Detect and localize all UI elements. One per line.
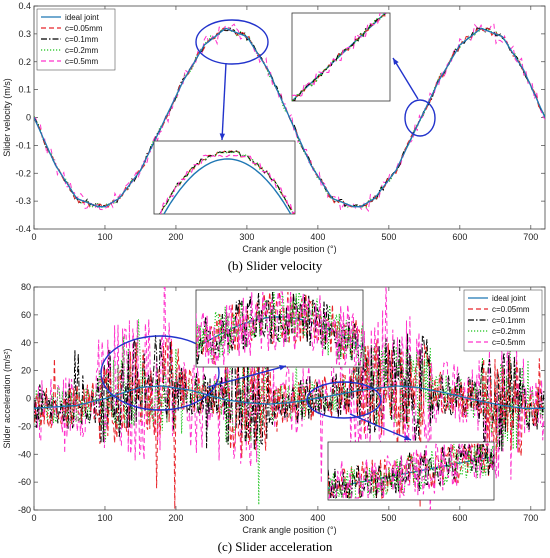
- y-axis-label: Slider acceleration (m/s²): [2, 348, 12, 448]
- inset-velocity-slope: [291, 12, 391, 102]
- y-tick-label: 40: [21, 338, 31, 348]
- caption-c: (c) Slider acceleration: [218, 539, 333, 554]
- series-line-c-0-1mm: [34, 333, 545, 452]
- legend-entry: c=0.05mm: [65, 24, 103, 33]
- series-line-ideal-joint: [34, 27, 545, 208]
- legend-entry: c=0.2mm: [65, 46, 98, 55]
- legend-entry: c=0.05mm: [492, 305, 530, 314]
- caption-b: (b) Slider velocity: [228, 258, 323, 273]
- y-axis-label: Slider velocity (m/s): [2, 78, 12, 157]
- zoom-arrow-accel-2: [349, 413, 412, 441]
- inset-series: [159, 150, 295, 214]
- legend-entry: c=0.1mm: [492, 316, 525, 325]
- y-tick-label: 0.4: [18, 1, 31, 11]
- inset-series: [292, 13, 387, 97]
- inset-frame: [153, 140, 296, 215]
- y-tick-label: -20: [18, 421, 31, 431]
- y-tick-label: 0.1: [18, 85, 31, 95]
- y-tick-label: -0.2: [15, 168, 31, 178]
- inset-series: [163, 158, 292, 214]
- x-tick-label: 700: [523, 513, 538, 523]
- y-tick-label: -40: [18, 449, 31, 459]
- series-line-c-0-5mm: [34, 287, 545, 510]
- x-axis-label: Crank angle position (°): [242, 244, 336, 254]
- x-tick-label: 600: [452, 232, 467, 242]
- inset-accel-1: [195, 289, 364, 368]
- zoom-ellipse-peak: [195, 19, 269, 65]
- inset-plot: [159, 150, 295, 214]
- y-tick-label: -0.3: [15, 196, 31, 206]
- y-tick-label: 80: [21, 282, 31, 292]
- zoom-arrow-peak: [221, 62, 227, 141]
- x-tick-label: 100: [97, 513, 112, 523]
- panel-c: 0 100 200 300 400 500 600 700 -80 -60 -40 -20 0 20 40 6…: [2, 282, 546, 535]
- x-tick-label: 0: [31, 232, 36, 242]
- x-tick-label: 200: [168, 232, 183, 242]
- inset-accel-2: [327, 441, 495, 501]
- legend-entry: c=0.1mm: [65, 35, 98, 44]
- inset-velocity-peak: [153, 140, 296, 215]
- legend-entry: ideal joint: [65, 13, 100, 22]
- series-line-c-0-05mm: [34, 338, 545, 509]
- y-tick-label: -0.4: [15, 224, 31, 234]
- series-line-ideal-joint: [34, 385, 545, 409]
- legend: ideal joint c=0.05mm c=0.1mm c=0.2mm c=0.5mm: [36, 8, 116, 71]
- x-tick-label: 500: [381, 232, 396, 242]
- y-tick-label: -0.1: [15, 140, 31, 150]
- y-tick-label: 0: [26, 394, 31, 404]
- x-tick-label: 600: [452, 513, 467, 523]
- inset-series: [328, 443, 494, 500]
- x-tick-label: 100: [97, 232, 112, 242]
- y-tick-label: 20: [21, 366, 31, 376]
- inset-plot: [196, 291, 363, 366]
- inset-series: [159, 154, 295, 214]
- zoom-arrow-accel-1-head: [279, 365, 286, 371]
- x-tick-label: 400: [310, 232, 325, 242]
- inset-frame: [327, 441, 495, 501]
- zoom-ellipse-mid: [404, 99, 436, 137]
- y-tick-label: 60: [21, 310, 31, 320]
- x-tick-label: 500: [381, 513, 396, 523]
- y-tick-label: 0.3: [18, 29, 31, 39]
- zoom-ellipse-accel-2: [306, 381, 382, 419]
- inset-series: [196, 291, 363, 365]
- x-tick-label: 300: [239, 513, 254, 523]
- y-tick-label: 0.2: [18, 57, 31, 67]
- legend-entry: c=0.5mm: [65, 57, 98, 66]
- inset-series: [328, 443, 494, 499]
- zoom-arrow-mid-head: [393, 58, 399, 65]
- x-tick-label: 0: [31, 513, 36, 523]
- plot-area: [34, 287, 545, 510]
- zoom-arrow-accel-2-head: [404, 434, 411, 440]
- plot-area: [34, 23, 545, 213]
- inset-plot: [328, 442, 494, 500]
- zoom-ellipse-accel-1: [100, 335, 220, 411]
- x-tick-label: 200: [168, 513, 183, 523]
- y-tick-label: -80: [18, 505, 31, 515]
- legend-entry: c=0.5mm: [492, 338, 525, 347]
- legend-entry: ideal joint: [492, 294, 527, 303]
- x-axis-label: Crank angle position (°): [242, 525, 336, 535]
- x-tick-label: 400: [310, 513, 325, 523]
- inset-series: [159, 150, 295, 214]
- x-tick-label: 700: [523, 232, 538, 242]
- y-tick-label: 0: [26, 113, 31, 123]
- x-tick-label: 300: [239, 232, 254, 242]
- zoom-arrow-accel-1: [207, 365, 287, 388]
- panel-b: 0 100 200 300 400 500 600 700 -0.4 -0.3 -0.2 -0.1 0 0…: [2, 1, 546, 254]
- inset-series: [196, 291, 363, 366]
- inset-plot: [292, 13, 387, 101]
- zoom-arrow-mid: [392, 57, 419, 100]
- legend-entry: c=0.2mm: [492, 327, 525, 336]
- legend: ideal joint c=0.05mm c=0.1mm c=0.2mm c=0.5mm: [463, 289, 543, 352]
- zoom-arrow-peak-head: [219, 133, 226, 140]
- y-tick-label: -60: [18, 477, 31, 487]
